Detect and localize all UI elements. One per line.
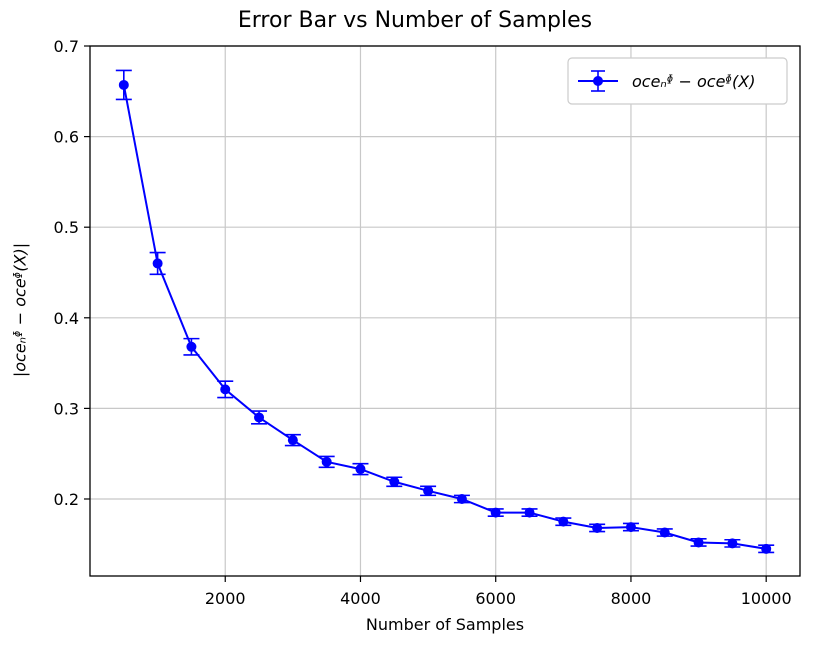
x-tick-label-3: 8000 (611, 589, 652, 608)
series-line-0 (122, 84, 767, 550)
y-tick-label-2: 0.4 (54, 309, 79, 328)
data-point-7 (355, 464, 366, 475)
y-tick-label-1: 0.3 (54, 399, 79, 418)
x-tick-label-2: 6000 (475, 589, 516, 608)
plot-frame (89, 45, 801, 577)
data-point-4 (254, 412, 265, 423)
chart-title: Error Bar vs Number of Samples (237, 8, 593, 33)
data-point-13 (558, 516, 569, 527)
y-tick-label-5: 0.7 (54, 37, 79, 56)
legend-box (567, 57, 788, 105)
data-point-6 (321, 456, 332, 467)
data-point-15 (625, 522, 636, 533)
legend-marker (593, 76, 603, 86)
data-point-2 (186, 341, 197, 352)
data-point-16 (659, 527, 670, 538)
y-axis-label: |oceₙᶲ − oceᶲ(X)| (10, 242, 30, 378)
x-axis-label: Number of Samples (365, 615, 525, 634)
data-point-19 (761, 543, 772, 554)
data-point-10 (456, 493, 467, 504)
data-point-11 (490, 507, 501, 518)
data-point-5 (287, 435, 298, 446)
data-point-14 (592, 522, 603, 533)
data-point-0 (118, 79, 129, 90)
x-tick-label-1: 4000 (340, 589, 381, 608)
y-tick-label-0: 0.2 (54, 490, 79, 509)
x-tick-label-0: 2000 (205, 589, 246, 608)
legend-label: oceₙᶲ − oceᶲ(X) (632, 72, 756, 91)
data-point-17 (693, 537, 704, 548)
data-point-18 (727, 538, 738, 549)
y-tick-label-4: 0.6 (54, 128, 79, 147)
data-point-3 (220, 384, 231, 395)
data-point-8 (389, 476, 400, 487)
y-tick-label-3: 0.5 (54, 218, 79, 237)
x-tick-label-4: 10000 (741, 589, 792, 608)
data-point-12 (524, 507, 535, 518)
data-point-9 (423, 485, 434, 496)
data-point-1 (152, 258, 163, 269)
